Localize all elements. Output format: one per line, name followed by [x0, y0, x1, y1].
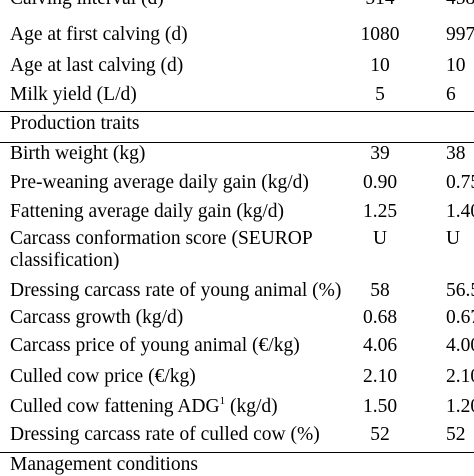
value-col-2: 10 — [446, 55, 466, 76]
value-col-2: 0.75 — [446, 172, 474, 193]
table-rule — [0, 142, 474, 143]
row-label: Carcass conformation score (SEUROP — [10, 228, 313, 249]
value-col-2: 38 — [446, 143, 466, 164]
row-label: Culled cow price (€/kg) — [10, 366, 196, 387]
row-label: Birth weight (kg) — [10, 143, 146, 164]
value-col-1: 2.10 — [362, 366, 398, 387]
value-col-2: 6 — [446, 84, 456, 105]
value-col-2: 1.40 — [446, 201, 474, 222]
value-col-1: 10 — [370, 55, 390, 76]
value-col-2: 1.20 — [446, 396, 474, 417]
row-label: Fattening average daily gain (kg/d) — [10, 201, 284, 222]
footnote-marker: 1 — [219, 395, 226, 407]
value-col-2: 997 — [446, 24, 474, 45]
row-label-text: Culled cow fattening ADG — [10, 396, 220, 417]
value-col-1: 52 — [370, 424, 390, 445]
value-col-2: 458 — [446, 0, 474, 10]
table-rule — [0, 452, 474, 453]
row-label: Carcass growth (kg/d) — [10, 307, 184, 328]
row-label-suffix: (kg/d) — [225, 396, 278, 417]
value-col-1: 1080 — [360, 24, 400, 45]
row-label: Dressing carcass rate of culled cow (%) — [10, 424, 320, 445]
row-label: Culled cow fattening ADG1 (kg/d) — [10, 396, 278, 418]
value-col-2: 4.00 — [446, 335, 474, 356]
value-col-1: U — [372, 228, 388, 249]
value-col-1: 58 — [370, 280, 390, 301]
value-col-1: 0.90 — [362, 172, 398, 193]
row-label: Pre-weaning average daily gain (kg/d) — [10, 172, 309, 193]
value-col-2: 52 — [446, 424, 466, 445]
value-col-2: 56.5 — [446, 280, 474, 301]
value-col-1: 5 — [375, 84, 385, 105]
value-col-2: U — [446, 228, 461, 249]
row-label: Age at last calving (d) — [10, 55, 184, 76]
value-col-1: 0.68 — [362, 307, 398, 328]
row-label: Age at first calving (d) — [10, 24, 188, 45]
value-col-1: 514 — [340, 0, 420, 10]
row-label: Calving interval (d) — [10, 0, 164, 10]
row-label-continuation: classification) — [10, 250, 120, 271]
row-label: Dressing carcass rate of young animal (%… — [10, 280, 342, 301]
value-col-2: 0.67 — [446, 307, 474, 328]
value-col-1: 1.25 — [362, 201, 398, 222]
value-col-1: 39 — [370, 143, 390, 164]
value-col-1: 1.50 — [362, 396, 398, 417]
value-col-1: 4.06 — [362, 335, 398, 356]
section-production-label: Production traits — [10, 113, 140, 134]
row-label: Carcass price of young animal (€/kg) — [10, 335, 300, 356]
section-management-label: Management conditions — [10, 454, 198, 475]
table-rule — [0, 111, 474, 112]
value-col-2: 2.10 — [446, 366, 474, 387]
row-label: Milk yield (L/d) — [10, 84, 137, 105]
